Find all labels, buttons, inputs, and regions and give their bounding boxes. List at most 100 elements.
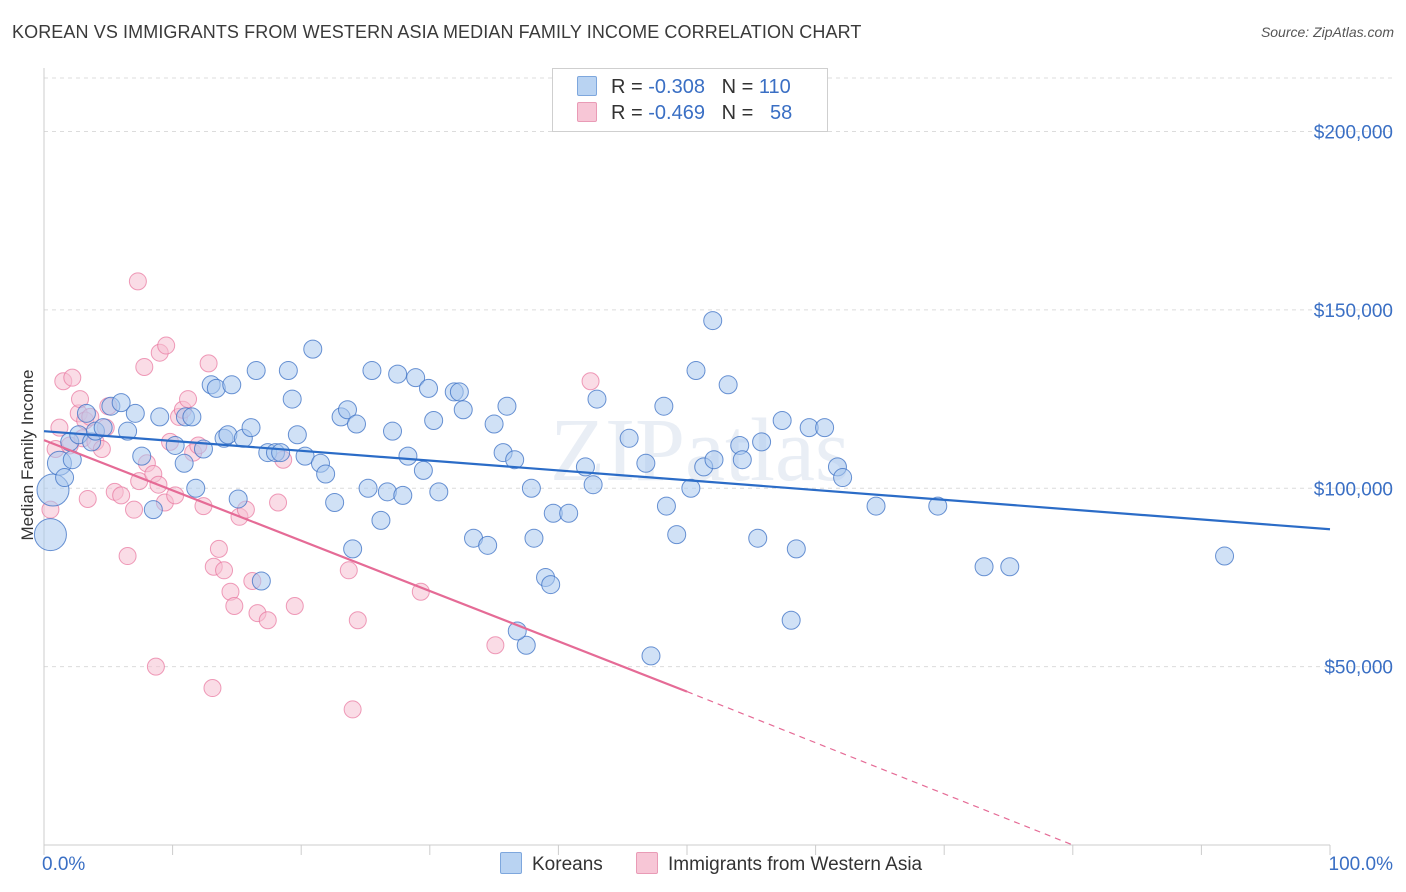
axes [43, 68, 1331, 855]
koreans-point [583, 475, 603, 495]
koreans-point [406, 368, 426, 388]
immigrants-point [269, 493, 288, 512]
koreans-swatch [577, 76, 597, 96]
koreans-point [206, 378, 226, 398]
y-tick-label: $200,000 [1314, 123, 1393, 144]
koreans-point [732, 450, 752, 470]
koreans-point [654, 396, 674, 416]
legend-r-value: -0.308 [648, 76, 705, 98]
koreans-point [278, 361, 298, 381]
koreans-point [559, 503, 579, 523]
immigrants-point [157, 336, 176, 355]
immigrants-point [343, 700, 362, 719]
legend-n-value: 110 [758, 76, 791, 98]
legend-row-immigrants: R = -0.469 N = 58 [577, 102, 792, 128]
koreans-point [241, 418, 261, 438]
koreans-point [636, 453, 656, 473]
koreans-point [497, 396, 517, 416]
bottom-legend-koreans: Koreans [500, 852, 603, 876]
immigrants-point [135, 357, 154, 376]
y-tick-label: $150,000 [1314, 301, 1393, 322]
koreans-point [681, 478, 701, 498]
immigrants-point [215, 561, 234, 580]
koreans-point [413, 460, 433, 480]
immigrants-trend-line [43, 439, 688, 693]
koreans-point [667, 525, 687, 545]
koreans-point [393, 485, 413, 505]
immigrants-point [209, 539, 228, 558]
series-immigrants-points [41, 272, 600, 719]
koreans-point [186, 478, 206, 498]
immigrants-point [203, 679, 222, 698]
koreans-point [656, 496, 676, 516]
koreans-point [449, 382, 469, 402]
chart-title: KOREAN VS IMMIGRANTS FROM WESTERN ASIA M… [12, 22, 862, 42]
source-label: Source: ZipAtlas.com [1260, 24, 1394, 40]
trend-lines [43, 430, 1331, 846]
koreans-point [33, 518, 67, 552]
koreans-point [619, 428, 639, 448]
koreans-point [686, 361, 706, 381]
immigrants-point [225, 596, 244, 615]
koreans-point [524, 528, 544, 548]
y-tick-label: $100,000 [1314, 479, 1393, 500]
koreans-point [143, 500, 163, 520]
koreans-point [182, 407, 202, 427]
x-tick-label-max: 100.0% [1329, 854, 1394, 875]
koreans-point [343, 539, 363, 559]
koreans-point [1215, 546, 1235, 566]
immigrants-point [199, 354, 218, 373]
koreans-point [541, 575, 561, 595]
koreans-point [781, 610, 801, 630]
koreans-point [383, 421, 403, 441]
koreans-point [424, 410, 444, 430]
koreans-point [346, 414, 366, 434]
immigrants-point [118, 547, 137, 566]
series-koreans-points [33, 311, 1235, 666]
immigrants-point [348, 611, 367, 630]
immigrants-point [78, 489, 97, 508]
immigrants-point [125, 500, 144, 519]
koreans-point [228, 489, 248, 509]
koreans-point [325, 493, 345, 513]
koreans-point [641, 646, 661, 666]
koreans-point [833, 468, 853, 488]
immigrants-point [63, 368, 82, 387]
immigrants-point [112, 486, 131, 505]
koreans-point [866, 496, 886, 516]
correlation-legend: R = -0.308 N = 110 R = -0.469 N = 58 [552, 68, 828, 132]
legend-r-label: R = [611, 76, 643, 98]
koreans-point [377, 482, 397, 502]
immigrants-trend-extension [686, 691, 1074, 846]
koreans-point [748, 528, 768, 548]
koreans-point [786, 539, 806, 559]
koreans-point [398, 446, 418, 466]
koreans-point [478, 535, 498, 555]
koreans-point [752, 432, 772, 452]
koreans-point [505, 450, 525, 470]
koreans-trend-line [43, 430, 1331, 531]
koreans-point [484, 414, 504, 434]
y-tick-labels: $50,000 $100,000 $150,000 $200,000 [1314, 123, 1393, 679]
koreans-point [388, 364, 408, 384]
immigrants-point [128, 272, 147, 291]
koreans-point [429, 482, 449, 502]
immigrants-point [285, 596, 304, 615]
koreans-point [111, 393, 131, 413]
koreans-point [358, 478, 378, 498]
koreans-point [118, 421, 138, 441]
koreans-point [282, 389, 302, 409]
koreans-point [974, 557, 994, 577]
x-tick-label-min: 0.0% [42, 854, 85, 875]
immigrants-point [486, 636, 505, 655]
legend-r-label: R = [611, 102, 643, 124]
koreans-point [246, 361, 266, 381]
koreans-point [516, 635, 536, 655]
bottom-legend-label: Koreans [532, 854, 603, 875]
koreans-point [125, 403, 145, 423]
legend-n-label: N = [721, 76, 754, 98]
koreans-point [587, 389, 607, 409]
bottom-legend-label: Immigrants from Western Asia [668, 854, 923, 875]
immigrants-swatch [636, 852, 658, 874]
koreans-point [303, 339, 323, 359]
